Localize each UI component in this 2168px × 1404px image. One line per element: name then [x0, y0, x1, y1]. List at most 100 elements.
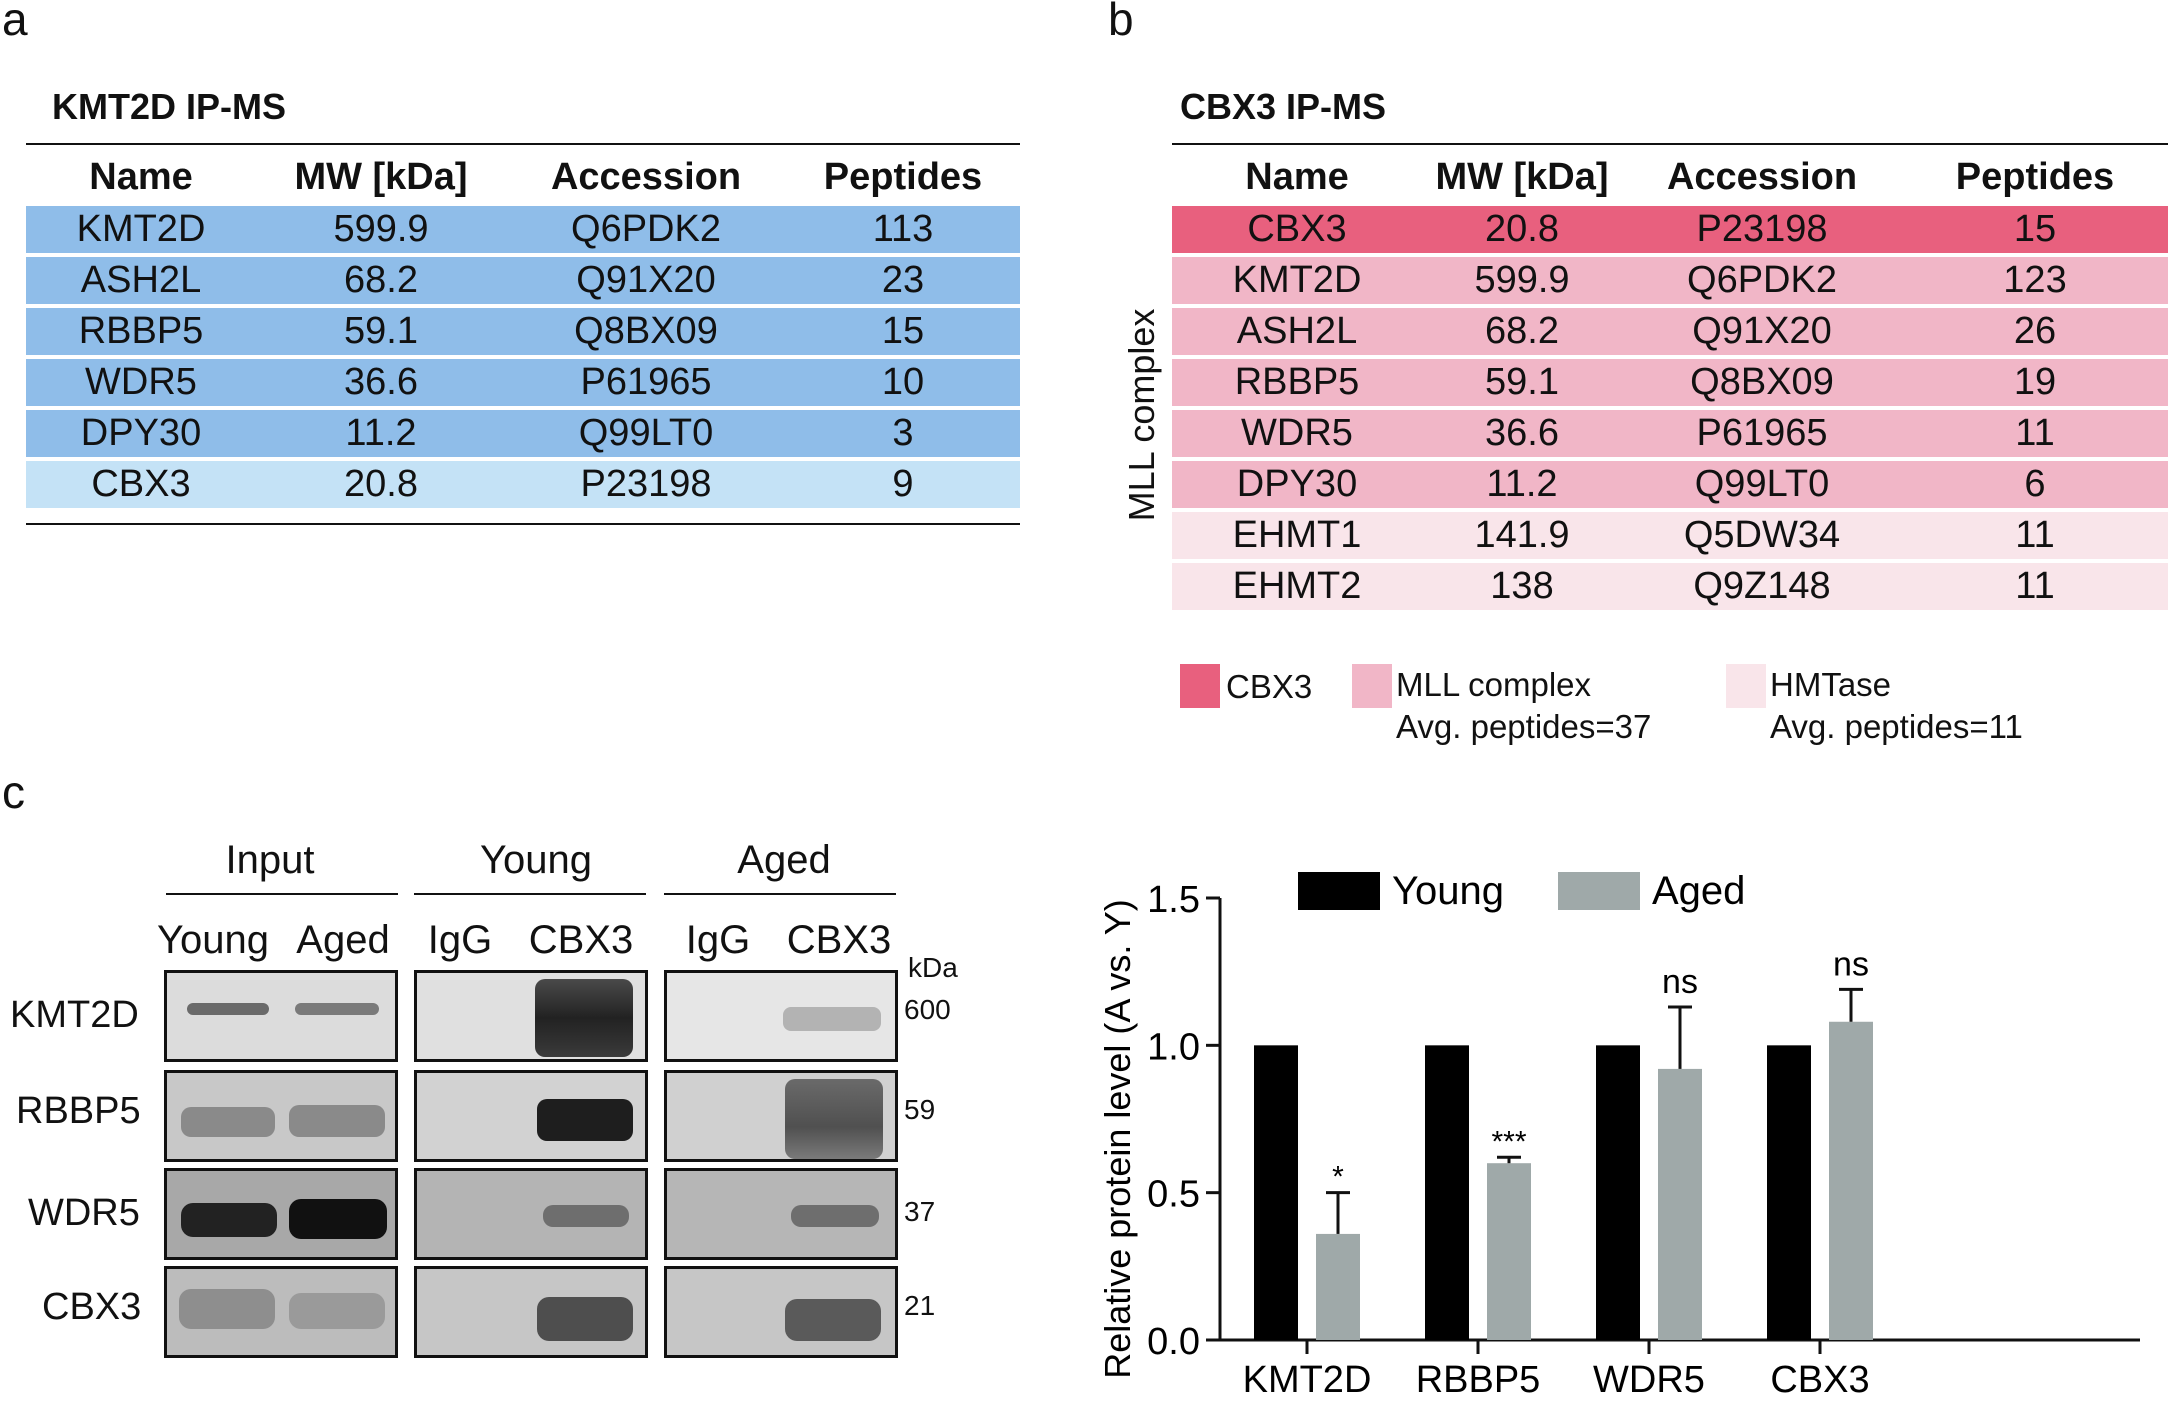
blot-aged-kmt2d: [664, 970, 898, 1062]
table-cell-mw: 141.9: [1474, 514, 1570, 556]
table-cell-pep: 11: [2015, 565, 2055, 607]
table-row: WDR5 36.6 P61965 10: [26, 359, 1020, 410]
table-cell-name: ASH2L: [80, 259, 202, 301]
legend-hmt-avg: Avg. peptides=11: [1770, 708, 2023, 745]
table-cell-pep: 9: [892, 463, 914, 505]
table-cell-pep: 123: [2003, 259, 2067, 301]
blot-aged-cbx3: [664, 1266, 898, 1358]
table-cell-pep: 3: [892, 412, 914, 454]
table-b-top-rule: [1172, 143, 2168, 145]
table_b-header-row: Name MW [kDa] Accession Peptides: [1172, 148, 2168, 206]
table-cell-acc: Q8BX09: [574, 310, 718, 352]
blot-input-kmt2d: [164, 970, 398, 1062]
table-cell-acc: Q91X20: [576, 259, 716, 301]
y-tick-label: 1.0: [1147, 1026, 1200, 1068]
table_a-header-row: Name MW [kDa] Accession Peptides: [26, 148, 1020, 206]
legend-cbx3-label: CBX3: [1226, 668, 1313, 705]
blot-young-kmt2d: [414, 970, 648, 1062]
blot-group-rule-young: [414, 893, 646, 895]
table-cell-mw: 11.2: [345, 412, 417, 454]
table-row: ASH2L 68.2 Q91X20 23: [26, 257, 1020, 308]
kda-marker-600: 600: [904, 994, 951, 1025]
table-cell-pep: 10: [881, 361, 925, 403]
table-cell-mw: 20.8: [1485, 208, 1559, 250]
table-cell-name: KMT2D: [76, 208, 206, 250]
table-cell-mw: 36.6: [1485, 412, 1559, 454]
table-cell-mw: 59.1: [344, 310, 418, 352]
legend-swatch-aged: [1558, 872, 1640, 910]
kda-marker-21: 21: [904, 1290, 936, 1321]
mll-complex-side-label: MLL complex: [1121, 308, 1162, 522]
table-row: CBX3 20.8 P23198 15: [1172, 206, 2168, 257]
table-cell-mw: 20.8: [344, 463, 418, 505]
significance-label: ns: [1833, 945, 1869, 983]
table-cell-acc: P23198: [1696, 208, 1828, 250]
table-a-bottom-rule: [26, 523, 1020, 525]
x-tick-label: CBX3: [1770, 1359, 1869, 1401]
table_a-header-cell: Name: [89, 155, 193, 198]
blot-protein-wdr5: WDR5: [28, 1192, 140, 1234]
lane-label-2: Aged: [296, 918, 390, 962]
table-cell-pep: 19: [2013, 361, 2057, 403]
table-row: ASH2L 68.2 Q91X20 26: [1172, 308, 2168, 359]
lane-label-6: CBX3: [786, 918, 892, 962]
table-cell-acc: Q5DW34: [1683, 514, 1841, 556]
legend-hmt-label: HMTase: [1770, 666, 1892, 703]
blot-input-rbbp5: [164, 1070, 398, 1162]
blot-aged-rbbp5: [664, 1070, 898, 1162]
legend-label-aged: Aged: [1652, 869, 1745, 913]
table-cell-name: DPY30: [80, 412, 202, 454]
y-tick-label: 0.5: [1147, 1174, 1200, 1216]
table-cell-acc: P23198: [580, 463, 712, 505]
table-a: Name MW [kDa] Accession Peptides KMT2D 599.9 Q…: [26, 148, 1020, 512]
table-cell-mw: 59.1: [1485, 361, 1559, 403]
table-cell-pep: 15: [2013, 208, 2057, 250]
lane-label-4: CBX3: [528, 918, 634, 962]
table-b-title: CBX3 IP-MS: [1180, 86, 1387, 127]
legend-swatch-mll: [1352, 664, 1392, 708]
table_a-header-cell: MW [kDa]: [294, 155, 468, 198]
table-cell-pep: 6: [2024, 463, 2046, 505]
table-cell-acc: Q99LT0: [1694, 463, 1830, 505]
table-cell-name: WDR5: [1241, 412, 1353, 454]
table-cell-mw: 36.6: [344, 361, 418, 403]
blot-input-wdr5: [164, 1168, 398, 1260]
table_b-header-cell: MW [kDa]: [1435, 155, 1609, 198]
legend-mll-label: MLL complex: [1396, 666, 1592, 703]
x-tick-label: KMT2D: [1243, 1359, 1372, 1401]
blot-group-rule-aged: [664, 893, 896, 895]
table-cell-name: CBX3: [91, 463, 191, 505]
blot-group-rule-input: [166, 893, 398, 895]
table-cell-name: RBBP5: [1234, 361, 1360, 403]
table-cell-mw: 599.9: [1474, 259, 1570, 301]
bar-aged-cbx3: [1829, 1021, 1873, 1340]
table_a-header-cell: Peptides: [823, 155, 983, 198]
table-a-title: KMT2D IP-MS: [52, 86, 286, 127]
panel-label-c: c: [2, 766, 25, 818]
kda-marker-59: 59: [904, 1094, 936, 1125]
kda-unit-label: kDa: [908, 952, 958, 983]
table-row: RBBP5 59.1 Q8BX09 19: [1172, 359, 2168, 410]
table-cell-acc: Q6PDK2: [1687, 259, 1837, 301]
bar-young-wdr5: [1596, 1045, 1640, 1340]
bar-aged-wdr5: [1658, 1068, 1702, 1340]
table-cell-acc: P61965: [1696, 412, 1828, 454]
table-cell-mw: 11.2: [1486, 463, 1558, 505]
legend-swatch-young: [1298, 872, 1380, 910]
legend-swatch-hmt: [1726, 664, 1766, 708]
lane-label-1: Young: [157, 918, 269, 962]
table-cell-acc: Q6PDK2: [571, 208, 721, 250]
blot-young-wdr5: [414, 1168, 648, 1260]
bar-aged-rbbp5: [1487, 1163, 1531, 1340]
table-cell-mw: 68.2: [1485, 310, 1559, 352]
table_b-header-cell: Name: [1245, 155, 1349, 198]
y-axis-label: Relative protein level (A vs. Y): [1097, 899, 1138, 1379]
table-cell-pep: 11: [2015, 412, 2055, 454]
table-cell-name: RBBP5: [78, 310, 204, 352]
table_b-header-cell: Peptides: [1955, 155, 2115, 198]
significance-label: *: [1332, 1161, 1344, 1194]
y-tick-label: 0.0: [1147, 1321, 1200, 1363]
kda-marker-37: 37: [904, 1196, 936, 1227]
blot-group-input: Input: [225, 838, 315, 882]
